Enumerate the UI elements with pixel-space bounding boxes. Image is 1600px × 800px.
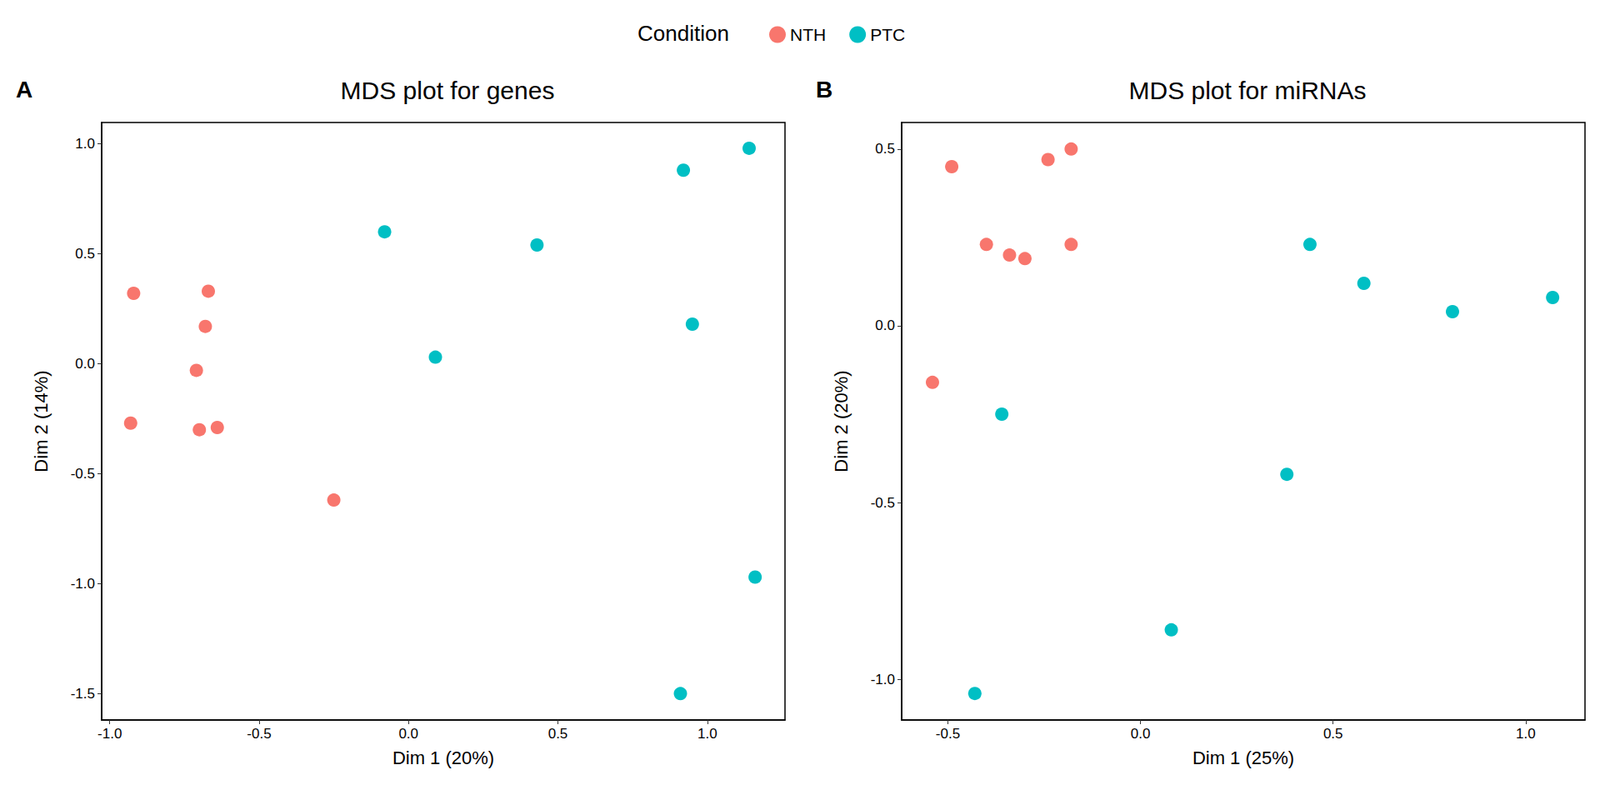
svg-text:0.5: 0.5 [548, 725, 569, 742]
svg-text:-0.5: -0.5 [870, 495, 895, 511]
svg-text:-0.5: -0.5 [935, 725, 960, 742]
svg-text:A: A [15, 76, 33, 103]
svg-text:-1.0: -1.0 [70, 575, 95, 592]
svg-text:NTH: NTH [790, 25, 826, 45]
svg-text:0.5: 0.5 [875, 140, 895, 157]
svg-text:0.5: 0.5 [75, 245, 95, 262]
svg-text:0.0: 0.0 [75, 355, 95, 372]
svg-text:0.0: 0.0 [398, 725, 419, 742]
svg-text:-1.5: -1.5 [70, 685, 95, 702]
svg-text:-0.5: -0.5 [246, 725, 271, 742]
svg-text:Dim 1 (20%): Dim 1 (20%) [392, 747, 495, 769]
svg-text:-1.0: -1.0 [97, 725, 122, 742]
svg-text:1.0: 1.0 [697, 725, 718, 742]
svg-text:MDS plot for genes: MDS plot for genes [340, 76, 555, 105]
svg-text:-0.5: -0.5 [70, 465, 95, 482]
svg-text:Dim 1 (25%): Dim 1 (25%) [1192, 747, 1295, 769]
svg-text:Dim 2 (20%): Dim 2 (20%) [830, 370, 852, 472]
svg-text:Condition: Condition [637, 20, 730, 46]
svg-text:B: B [815, 76, 833, 103]
svg-text:1.0: 1.0 [75, 135, 95, 152]
svg-text:MDS plot for miRNAs: MDS plot for miRNAs [1128, 76, 1366, 105]
svg-text:Dim 2 (14%): Dim 2 (14%) [30, 370, 52, 472]
svg-text:1.0: 1.0 [1515, 725, 1536, 742]
svg-text:0.5: 0.5 [1323, 725, 1344, 742]
svg-text:0.0: 0.0 [1130, 725, 1151, 742]
svg-text:PTC: PTC [870, 25, 905, 45]
svg-text:-1.0: -1.0 [870, 671, 895, 688]
svg-text:0.0: 0.0 [875, 317, 895, 334]
